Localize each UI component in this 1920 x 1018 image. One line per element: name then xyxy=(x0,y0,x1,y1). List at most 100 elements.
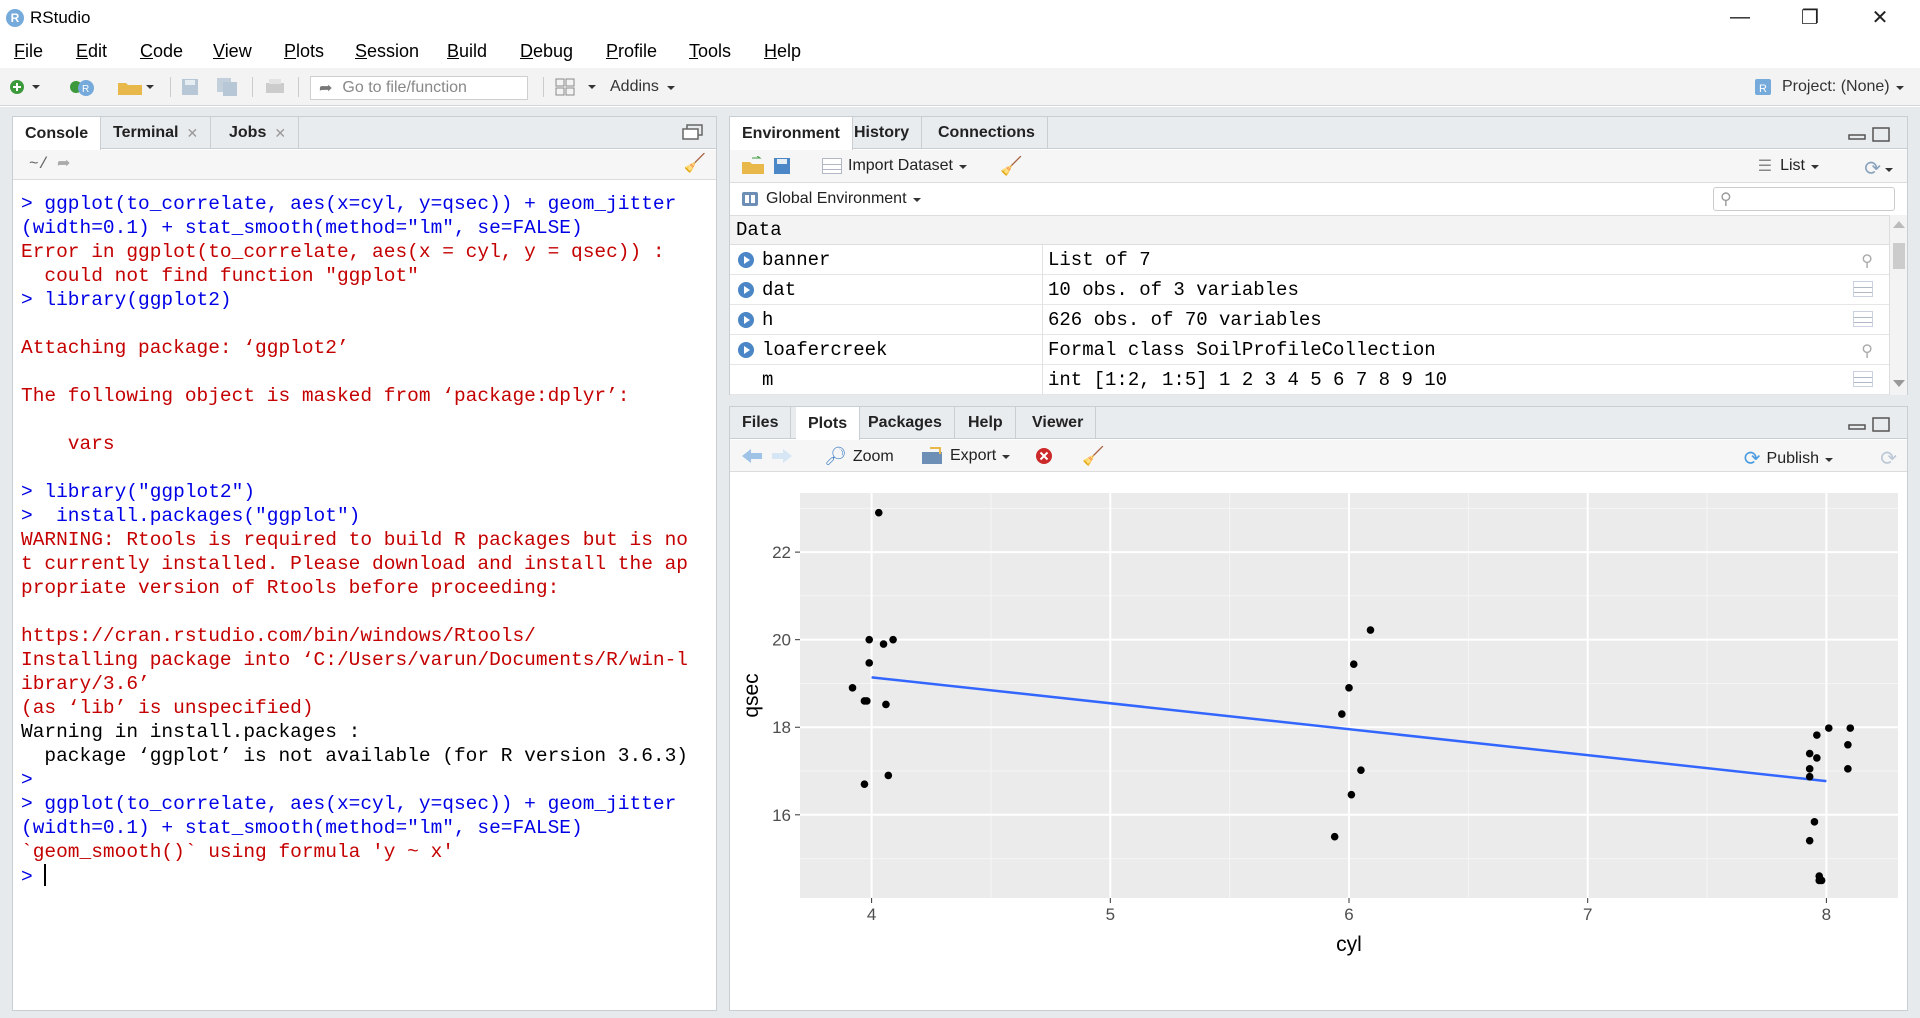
clear-objects-icon[interactable]: 🧹 xyxy=(1000,156,1023,176)
menu-view[interactable]: View xyxy=(213,41,252,61)
menu-tools[interactable]: Tools xyxy=(689,41,732,61)
expand-icon[interactable] xyxy=(738,342,754,358)
console-line: vars xyxy=(21,433,115,455)
y-tick-label: 18 xyxy=(772,718,791,737)
project-menu[interactable]: R Project: (None) xyxy=(1752,77,1908,97)
menu-edit[interactable]: Edit xyxy=(76,41,108,61)
save-all-icon[interactable] xyxy=(216,77,240,97)
expand-icon[interactable] xyxy=(738,252,754,268)
environment-row[interactable]: banner List of 7 ⚲ xyxy=(730,245,1889,275)
environment-table: banner List of 7 ⚲ dat 10 obs. of 3 variable… xyxy=(730,245,1889,395)
menu-code[interactable]: Code xyxy=(140,41,184,61)
console-line: propriate version of Rtools before proce… xyxy=(21,577,560,599)
go-to-file-input[interactable]: ➦ Go to file/function xyxy=(310,76,528,100)
object-value: Formal class SoilProfileCollection xyxy=(1048,339,1436,361)
export-menu[interactable]: Export xyxy=(920,446,1014,466)
addins-menu[interactable]: Addins xyxy=(610,77,679,97)
close-button[interactable]: ✕ xyxy=(1871,6,1889,29)
environment-search-input[interactable]: ⚲ xyxy=(1713,187,1895,211)
tab-packages[interactable]: Packages xyxy=(856,407,955,439)
previous-plot-icon[interactable] xyxy=(740,446,764,466)
x-tick-label: 7 xyxy=(1583,905,1592,924)
object-name: h xyxy=(762,309,774,331)
tab-connections[interactable]: Connections xyxy=(926,117,1048,149)
restore-button[interactable]: ❐ xyxy=(1801,6,1819,29)
publish-menu[interactable]: ⟳ Publish xyxy=(1744,446,1837,471)
tab-viewer[interactable]: Viewer xyxy=(1020,407,1097,439)
tab-files[interactable]: Files xyxy=(730,407,792,439)
save-workspace-icon[interactable] xyxy=(772,156,792,176)
tab-help[interactable]: Help xyxy=(956,407,1016,439)
scatter-plot: 4 5 6 7 8 16 18 20 22 cyl qsec xyxy=(740,493,1898,956)
next-plot-icon[interactable] xyxy=(770,446,794,466)
console-line: package ‘ggplot’ is not available (for R… xyxy=(21,745,689,767)
tab-jobs[interactable]: Jobs ✕ xyxy=(217,117,300,149)
new-file-icon[interactable] xyxy=(8,77,42,97)
project-icon: R xyxy=(1755,79,1771,95)
tab-console[interactable]: Console xyxy=(13,117,102,150)
console-output[interactable]: > ggplot(to_correlate, aes(x=cyl, y=qsec… xyxy=(21,192,721,888)
console-line: Error in ggplot(to_correlate, aes(x = cy… xyxy=(21,241,665,263)
import-dataset-menu[interactable]: Import Dataset xyxy=(822,156,971,176)
environment-scrollbar[interactable] xyxy=(1889,215,1907,395)
object-value: int [1:2, 1:5] 1 2 3 4 5 6 7 8 9 10 xyxy=(1048,369,1448,391)
menu-plots[interactable]: Plots xyxy=(284,41,325,61)
new-project-icon[interactable]: R xyxy=(68,77,98,97)
console-line: > library("ggplot2") xyxy=(21,481,256,503)
go-to-directory-icon[interactable]: ➦ xyxy=(57,155,71,172)
remove-plot-icon[interactable] xyxy=(1034,446,1054,466)
data-point xyxy=(865,659,874,667)
minimize-button[interactable]: — xyxy=(1730,5,1750,28)
menu-debug[interactable]: Debug xyxy=(520,41,574,61)
tab-terminal[interactable]: Terminal ✕ xyxy=(101,117,212,149)
search-icon[interactable]: ⚲ xyxy=(1861,251,1873,270)
y-axis-label: qsec xyxy=(740,673,763,717)
console-line: t currently installed. Please download a… xyxy=(21,553,689,575)
close-tab-icon[interactable]: ✕ xyxy=(186,124,199,141)
environment-row[interactable]: m int [1:2, 1:5] 1 2 3 4 5 6 7 8 9 10 xyxy=(730,365,1889,395)
list-icon: ☰ xyxy=(1757,158,1773,175)
maximize-pane-icon[interactable] xyxy=(682,124,704,143)
zoom-button[interactable]: 🔎︎ Zoom xyxy=(824,446,894,466)
workspace-panes-icon[interactable] xyxy=(554,77,600,97)
tab-history[interactable]: History xyxy=(842,117,923,149)
console-line: > ggplot(to_correlate, aes(x=cyl, y=qsec… xyxy=(21,193,677,215)
menu-profile[interactable]: Profile xyxy=(606,41,658,61)
expand-icon[interactable] xyxy=(738,312,754,328)
environment-row[interactable]: dat 10 obs. of 3 variables xyxy=(730,275,1889,305)
refresh-icon[interactable]: ⟳ xyxy=(1864,156,1897,181)
open-file-icon[interactable] xyxy=(116,77,162,97)
menu-file[interactable]: File xyxy=(14,41,44,61)
clear-console-icon[interactable]: 🧹 xyxy=(683,153,706,173)
view-mode-menu[interactable]: ☰ List xyxy=(1758,156,1823,176)
data-section-header: Data xyxy=(730,215,1907,245)
load-workspace-icon[interactable] xyxy=(740,156,766,176)
grid-icon[interactable] xyxy=(1853,371,1873,391)
object-value: 10 obs. of 3 variables xyxy=(1048,279,1299,301)
pane-minmax-icon[interactable] xyxy=(1847,127,1893,146)
global-environment-menu[interactable]: Global Environment xyxy=(740,189,925,209)
environment-row[interactable]: h 626 obs. of 70 variables xyxy=(730,305,1889,335)
grid-icon[interactable] xyxy=(1853,311,1873,331)
environment-row[interactable]: loafercreek Formal class SoilProfileColle… xyxy=(730,335,1889,365)
menu-help[interactable]: Help xyxy=(764,41,802,61)
menu-bar: File Edit Code View Plots Session Build … xyxy=(0,34,1920,68)
print-icon[interactable] xyxy=(264,77,286,97)
tab-plots[interactable]: Plots xyxy=(796,407,861,440)
x-axis-label: cyl xyxy=(1336,933,1362,956)
menu-session[interactable]: Session xyxy=(355,41,420,61)
pane-minmax-icon[interactable] xyxy=(1847,417,1893,436)
expand-icon[interactable] xyxy=(738,282,754,298)
save-icon[interactable] xyxy=(180,77,200,97)
refresh-plot-icon[interactable]: ⟳ xyxy=(1880,448,1897,470)
plots-pane: Files Plots Packages Help Viewer 🔎︎ Zoom … xyxy=(729,406,1908,1011)
search-icon[interactable]: ⚲ xyxy=(1861,341,1873,360)
working-directory: ~/ xyxy=(29,155,49,173)
grid-icon[interactable] xyxy=(1853,281,1873,301)
clear-plots-icon[interactable]: 🧹 xyxy=(1082,446,1105,466)
menu-build[interactable]: Build xyxy=(447,41,488,61)
tab-environment[interactable]: Environment xyxy=(730,117,853,150)
console-pane: Console Terminal ✕ Jobs ✕ ~/ ➦ 🧹 > ggplot(… xyxy=(12,116,717,1011)
y-tick-label: 22 xyxy=(772,543,791,562)
close-tab-icon[interactable]: ✕ xyxy=(274,124,287,141)
